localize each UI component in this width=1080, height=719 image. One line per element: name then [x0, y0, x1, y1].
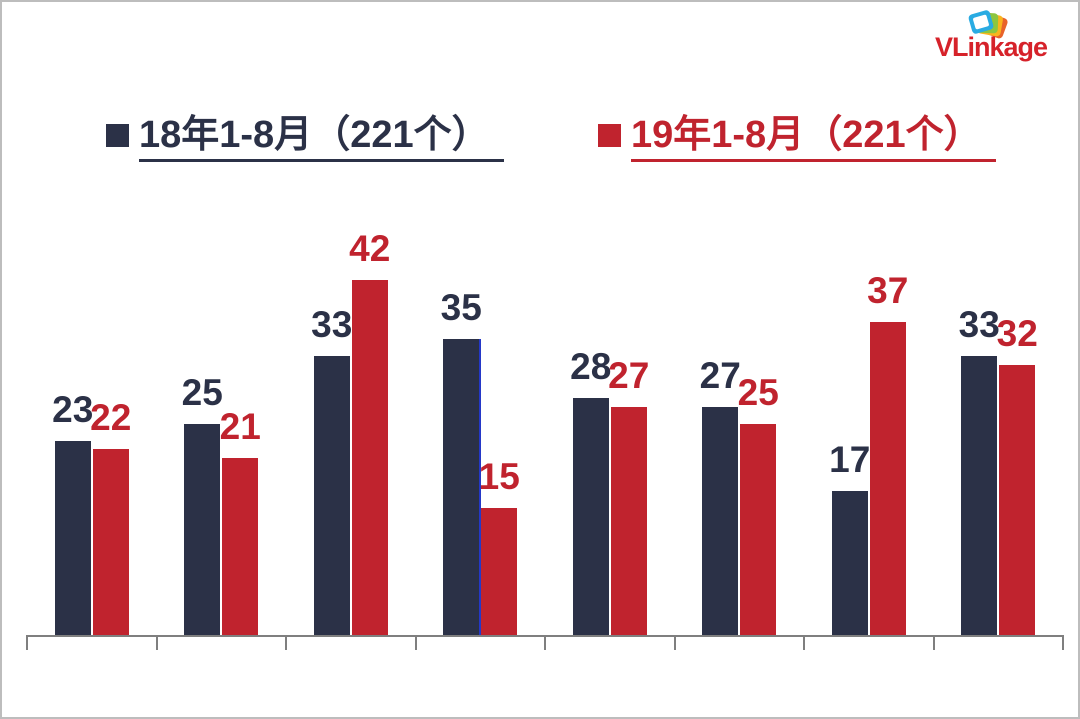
- legend-item-2019: 19年1-8月（221个）: [598, 114, 996, 162]
- bar-series1-group2: [184, 424, 221, 635]
- bar-series1-group3: [313, 356, 350, 635]
- vlinkage-logo: VLinkage: [916, 6, 1066, 64]
- bar-series1-group6: [702, 407, 739, 635]
- bar-series2-group4: [481, 508, 518, 635]
- x-axis-tick: [932, 635, 935, 650]
- legend-label-2018: 18年1-8月（221个）: [139, 114, 504, 162]
- bar-series1-group1: [54, 441, 91, 635]
- bar-series2-group1: [92, 449, 129, 635]
- x-axis-tick: [803, 635, 805, 650]
- bar-series2-group5: [610, 407, 647, 635]
- x-axis-tick: [414, 635, 417, 650]
- x-axis-tick: [155, 635, 158, 650]
- bar-value-label-series1-group1: 23: [52, 389, 94, 430]
- bar-series1-group4: [443, 339, 480, 635]
- bar-value-label-series1-group8: 33: [958, 304, 1000, 345]
- bar-series1-group7: [831, 491, 868, 635]
- x-axis-tick: [544, 635, 546, 650]
- bar-value-label-series2-group1: 22: [90, 397, 132, 438]
- bar-value-label-series2-group6: 25: [737, 372, 779, 413]
- vlinkage-logo-text: VLinkage: [934, 32, 1048, 62]
- bar-series1-group5: [572, 398, 609, 635]
- blue-vertical-artifact-line: [479, 339, 482, 635]
- stacked-tilted-squares-icon: [968, 10, 1008, 39]
- x-axis-tick: [285, 635, 287, 650]
- bar-value-label-series2-group7: 37: [867, 270, 909, 311]
- bar-value-label-series1-group4: 35: [440, 287, 482, 328]
- bar-series2-group6: [740, 424, 777, 635]
- legend-swatch-2018: [106, 124, 129, 147]
- bar-series2-group3: [351, 280, 388, 635]
- bar-value-label-series2-group2: 21: [219, 406, 261, 447]
- bar-value-label-series2-group5: 27: [608, 355, 650, 396]
- bar-value-label-series2-group3: 42: [349, 228, 391, 269]
- bar-series1-group8: [961, 356, 998, 635]
- legend-label-2019: 19年1-8月（221个）: [631, 114, 996, 162]
- bar-value-label-series2-group8: 32: [996, 313, 1038, 354]
- x-axis-tick: [26, 635, 28, 650]
- x-axis-tick: [673, 635, 676, 650]
- bar-value-label-series1-group7: 17: [829, 439, 871, 480]
- legend-swatch-2019: [598, 124, 621, 147]
- bar-series2-group8: [999, 365, 1036, 635]
- bar-value-label-series1-group3: 33: [311, 304, 353, 345]
- bar-series2-group2: [222, 458, 259, 635]
- bar-value-label-series1-group2: 25: [181, 372, 223, 413]
- bar-value-label-series1-group6: 27: [699, 355, 741, 396]
- bar-value-label-series1-group5: 28: [570, 346, 612, 387]
- x-axis-tick: [1062, 635, 1064, 650]
- legend-item-2018: 18年1-8月（221个）: [106, 114, 504, 162]
- bar-value-label-series2-group4: 15: [478, 456, 520, 497]
- bar-series2-group7: [869, 322, 906, 635]
